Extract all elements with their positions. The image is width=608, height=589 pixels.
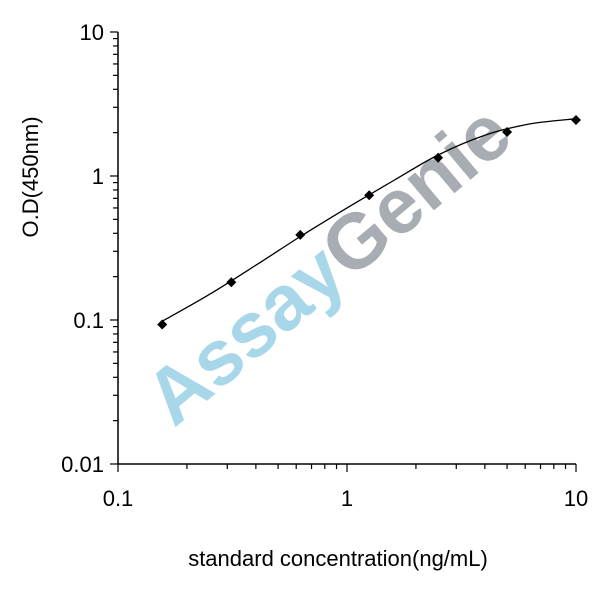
tick-labels: 0.1 1 10 0.01 0.1 1 10 bbox=[61, 20, 588, 511]
axes bbox=[110, 31, 577, 472]
data-point bbox=[364, 190, 375, 201]
svg-text:AssayGenie: AssayGenie bbox=[128, 87, 527, 441]
data-point bbox=[157, 319, 168, 330]
watermark-part-assay: Assay bbox=[128, 226, 361, 441]
data-point bbox=[571, 114, 581, 125]
watermark: AssayGenie bbox=[128, 87, 527, 441]
y-tick-label: 0.01 bbox=[61, 452, 104, 477]
x-tick-label: 10 bbox=[564, 486, 588, 511]
y-tick-label: 10 bbox=[80, 20, 104, 45]
data-point bbox=[295, 229, 306, 240]
data-point bbox=[433, 152, 444, 163]
x-tick-label: 0.1 bbox=[103, 486, 134, 511]
data-points bbox=[157, 114, 581, 330]
x-axis-label: standard concentration(ng/mL) bbox=[188, 546, 488, 571]
y-axis-label: O.D(450nm) bbox=[18, 116, 43, 237]
y-tick-label: 0.1 bbox=[73, 308, 104, 333]
x-tick-label: 1 bbox=[341, 486, 353, 511]
watermark-part-genie: Genie bbox=[304, 87, 527, 294]
data-point bbox=[502, 127, 513, 138]
data-point bbox=[226, 277, 237, 288]
y-tick-label: 1 bbox=[92, 164, 104, 189]
